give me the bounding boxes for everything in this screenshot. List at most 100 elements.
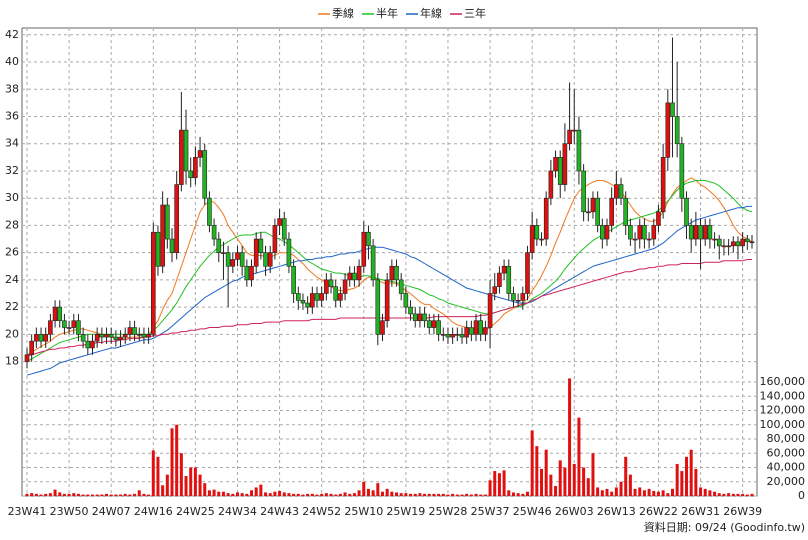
x-tick-label: 26W13 xyxy=(597,505,636,518)
candle-body xyxy=(375,279,381,335)
candle-body xyxy=(702,225,708,240)
candle-body xyxy=(520,293,526,301)
candle-body xyxy=(384,279,390,322)
candle-body xyxy=(52,306,58,322)
volume-bar xyxy=(217,491,221,496)
y-tick-label: 20 xyxy=(5,327,19,340)
volume-bar xyxy=(282,492,286,496)
candle-body xyxy=(632,238,638,241)
volume-bar xyxy=(558,460,562,496)
volume-bar xyxy=(315,494,319,496)
x-tick-label: 23W50 xyxy=(50,505,89,518)
candle-body xyxy=(160,204,165,267)
volume-bar xyxy=(250,490,254,496)
candle-body xyxy=(660,157,666,213)
volume-bar xyxy=(226,493,230,496)
volume-bar xyxy=(203,483,207,496)
volume-bar xyxy=(689,449,693,496)
volume-bar xyxy=(680,471,684,496)
candle-body xyxy=(618,184,624,199)
volume-bar xyxy=(563,467,567,496)
volume-bar xyxy=(324,493,328,496)
candle-body xyxy=(286,238,292,267)
candle-body xyxy=(155,231,161,267)
volume-bar xyxy=(605,488,609,496)
volume-bar xyxy=(675,463,679,496)
volume-bar xyxy=(184,476,188,496)
candle-body xyxy=(113,336,119,341)
volume-bar xyxy=(306,493,310,496)
candle-body xyxy=(707,225,713,240)
x-tick-label: 25W37 xyxy=(471,505,510,518)
volume-bar xyxy=(572,463,576,496)
volume-bar xyxy=(656,491,660,496)
candle-body xyxy=(688,225,694,240)
candle-body xyxy=(71,320,77,328)
volume-bar xyxy=(109,494,113,496)
candle-body xyxy=(295,293,301,301)
volume-bar xyxy=(404,493,408,496)
candle-body xyxy=(534,225,540,240)
volume-bar xyxy=(278,491,282,496)
candle-body xyxy=(258,238,264,253)
volume-bar xyxy=(310,493,314,496)
volume-bar xyxy=(329,493,333,496)
x-tick-label: 24W25 xyxy=(176,505,215,518)
volume-bar xyxy=(86,494,90,496)
volume-bar xyxy=(81,494,85,496)
candle-body xyxy=(244,265,250,281)
volume-bar xyxy=(460,494,464,496)
candle-body xyxy=(646,238,652,241)
volume-bar xyxy=(198,474,202,496)
candle-body xyxy=(417,313,423,322)
candle-body xyxy=(506,265,512,294)
y-tick-label: 38 xyxy=(5,82,19,95)
volume-bar xyxy=(423,493,427,496)
candle-body xyxy=(745,238,750,243)
y2-tick-label: 0 xyxy=(798,489,805,502)
x-tick-label: 26W22 xyxy=(639,505,678,518)
volume-bar xyxy=(600,490,604,496)
volume-bar xyxy=(568,378,572,496)
volume-bar xyxy=(731,493,735,496)
volume-bar xyxy=(647,488,651,496)
volume-bar xyxy=(67,493,71,496)
volume-bar xyxy=(235,492,239,496)
candle-body xyxy=(380,320,385,335)
y2-tick-label: 80,000 xyxy=(767,432,806,445)
volume-bar xyxy=(189,467,193,496)
y2-tick-label: 100,000 xyxy=(760,418,806,431)
volume-bar xyxy=(507,490,511,496)
y-tick-label: 26 xyxy=(5,246,19,259)
y2-tick-label: 60,000 xyxy=(767,446,806,459)
volume-bar xyxy=(497,473,501,496)
volume-bar xyxy=(390,491,394,496)
candle-body xyxy=(62,320,67,328)
candle-body xyxy=(216,238,222,253)
volume-bar xyxy=(554,486,558,496)
candle-body xyxy=(127,327,133,335)
candle-body xyxy=(361,231,367,267)
candle-body xyxy=(670,102,675,117)
candle-body xyxy=(431,320,437,328)
volume-bar xyxy=(273,491,277,496)
volume-bar xyxy=(338,493,342,496)
volume-bar xyxy=(745,494,749,496)
candle-body xyxy=(394,265,399,281)
y-tick-label: 28 xyxy=(5,218,19,231)
candle-body xyxy=(34,334,39,342)
y-tick-label: 42 xyxy=(5,28,19,41)
candle-body xyxy=(277,218,282,226)
x-tick-label: 24W43 xyxy=(260,505,299,518)
volume-bar xyxy=(175,424,179,496)
candle-body xyxy=(249,265,254,281)
y-tick-label: 18 xyxy=(5,355,19,368)
candle-body xyxy=(716,238,722,247)
volume-bar xyxy=(95,494,99,496)
candle-body xyxy=(730,241,736,247)
volume-bar xyxy=(685,456,689,496)
volume-bar xyxy=(34,493,38,496)
candle-body xyxy=(422,313,427,322)
volume-bar xyxy=(750,493,754,496)
